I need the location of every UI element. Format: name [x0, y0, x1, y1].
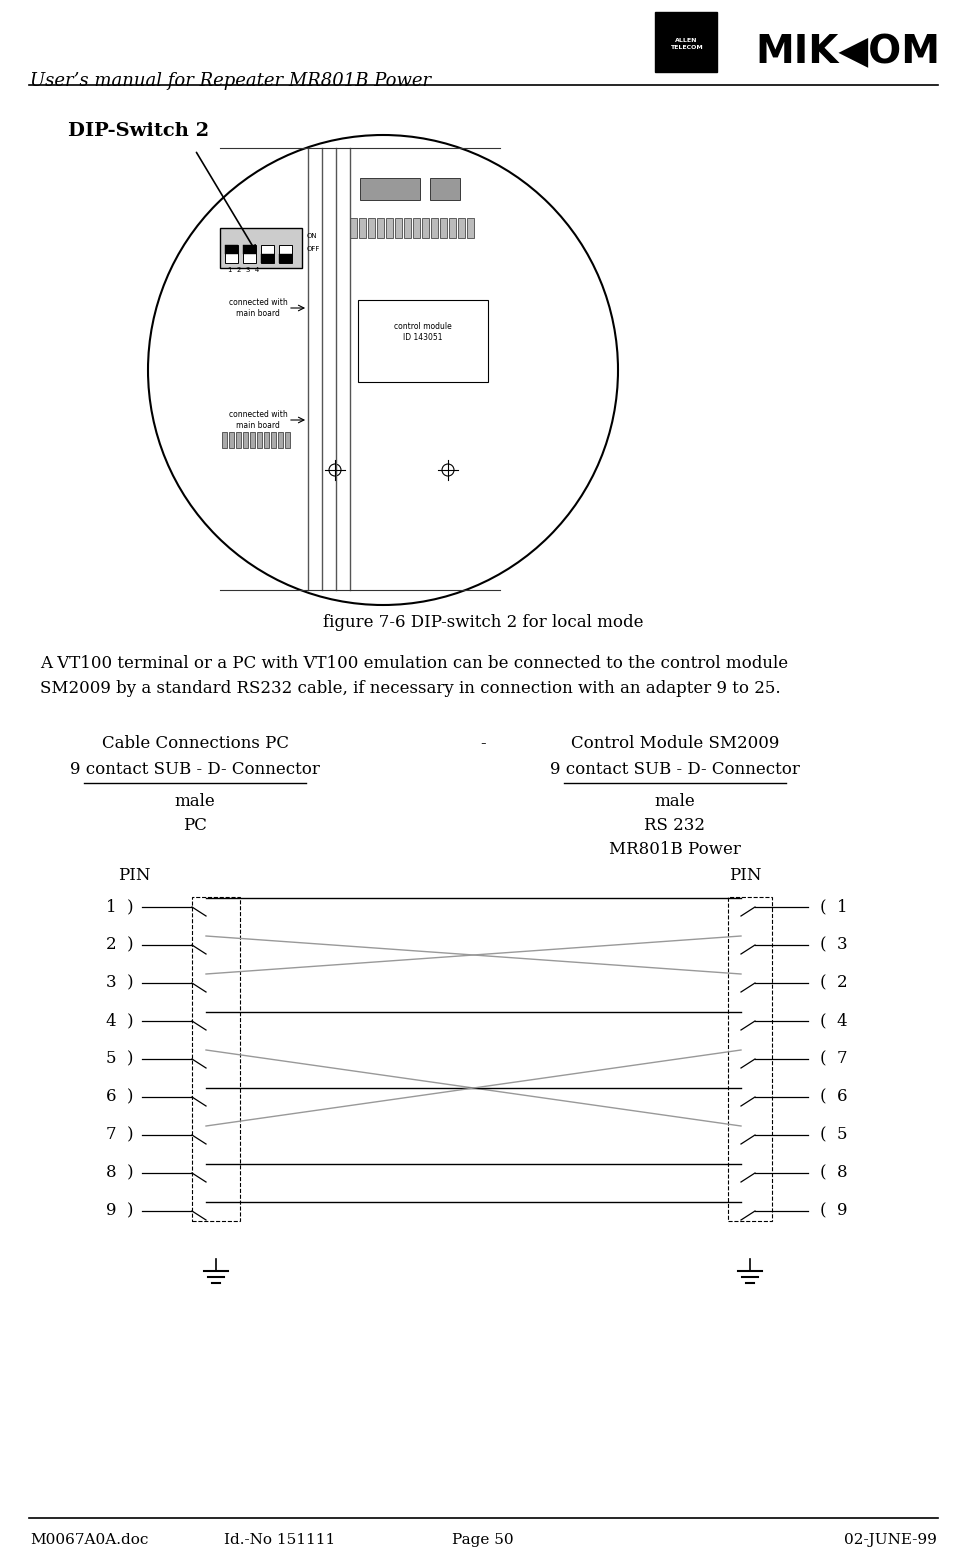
Text: (  2: ( 2: [820, 974, 848, 991]
Bar: [229, 432, 234, 448]
Text: control module
ID 143051: control module ID 143051: [395, 322, 452, 342]
Text: 9 contact SUB - D- Connector: 9 contact SUB - D- Connector: [550, 761, 800, 779]
Text: RS 232: RS 232: [644, 817, 706, 834]
Bar: [222, 432, 227, 448]
Text: 2  ): 2 ): [106, 937, 134, 954]
Bar: [360, 179, 420, 200]
Bar: [271, 432, 276, 448]
Bar: [261, 253, 274, 263]
Bar: [243, 246, 256, 253]
Text: Page 50: Page 50: [453, 1532, 513, 1546]
Bar: [243, 246, 256, 263]
Text: connected with
main board: connected with main board: [228, 298, 287, 319]
Text: User’s manual for Repeater MR801B Power: User’s manual for Repeater MR801B Power: [30, 71, 431, 90]
Text: 1  2  3  4: 1 2 3 4: [228, 267, 259, 274]
Bar: [261, 246, 274, 263]
Text: OFF: OFF: [307, 246, 320, 252]
Text: 1  ): 1 ): [106, 898, 134, 915]
Bar: [278, 432, 283, 448]
Text: male: male: [655, 793, 695, 810]
Text: (  7: ( 7: [820, 1051, 848, 1068]
Bar: [458, 218, 465, 238]
Bar: [243, 432, 248, 448]
Bar: [404, 218, 411, 238]
Bar: [257, 432, 262, 448]
Text: (  9: ( 9: [820, 1203, 847, 1220]
Text: 8  ): 8 ): [106, 1164, 134, 1181]
Text: (  1: ( 1: [820, 898, 848, 915]
Text: SM2009 by a standard RS232 cable, if necessary in connection with an adapter 9 t: SM2009 by a standard RS232 cable, if nec…: [40, 681, 780, 698]
Bar: [431, 218, 438, 238]
Text: PIN: PIN: [118, 867, 151, 884]
Text: 7  ): 7 ): [106, 1127, 134, 1144]
Text: PC: PC: [183, 817, 207, 834]
Text: DIP-Switch 2: DIP-Switch 2: [68, 123, 209, 140]
Text: MR801B Power: MR801B Power: [609, 841, 741, 858]
Text: 5  ): 5 ): [106, 1051, 134, 1068]
Bar: [350, 218, 357, 238]
Text: -: -: [481, 735, 485, 752]
Bar: [728, 897, 772, 1221]
Bar: [192, 897, 240, 1221]
Text: MIK◀OM: MIK◀OM: [755, 33, 940, 71]
Bar: [264, 432, 269, 448]
Bar: [225, 246, 238, 253]
Bar: [386, 218, 393, 238]
Text: ALLEN
TELECOM: ALLEN TELECOM: [669, 39, 702, 50]
Bar: [285, 432, 290, 448]
Text: Control Module SM2009: Control Module SM2009: [571, 735, 779, 752]
Text: Cable Connections PC: Cable Connections PC: [102, 735, 288, 752]
Bar: [225, 246, 238, 263]
Text: 02-JUNE-99: 02-JUNE-99: [844, 1532, 937, 1546]
Text: figure 7-6 DIP-switch 2 for local mode: figure 7-6 DIP-switch 2 for local mode: [323, 614, 643, 631]
Bar: [422, 218, 429, 238]
Text: 9 contact SUB - D- Connector: 9 contact SUB - D- Connector: [70, 761, 320, 779]
Text: M0067A0A.doc: M0067A0A.doc: [30, 1532, 148, 1546]
Text: (  6: ( 6: [820, 1088, 847, 1105]
Bar: [467, 218, 474, 238]
Bar: [440, 218, 447, 238]
Text: male: male: [175, 793, 216, 810]
Bar: [413, 218, 420, 238]
Bar: [220, 228, 302, 267]
Text: ON: ON: [307, 233, 317, 239]
Text: A VT100 terminal or a PC with VT100 emulation can be connected to the control mo: A VT100 terminal or a PC with VT100 emul…: [40, 654, 788, 671]
Bar: [449, 218, 456, 238]
Bar: [359, 218, 366, 238]
Bar: [358, 300, 488, 382]
Bar: [236, 432, 241, 448]
Bar: [655, 12, 717, 71]
Text: connected with
main board: connected with main board: [228, 410, 287, 430]
Text: PIN: PIN: [729, 867, 761, 884]
Bar: [368, 218, 375, 238]
Text: (  4: ( 4: [820, 1013, 848, 1029]
Bar: [279, 246, 292, 263]
Bar: [395, 218, 402, 238]
Bar: [430, 179, 460, 200]
Text: 9  ): 9 ): [106, 1203, 134, 1220]
Text: 3  ): 3 ): [106, 974, 134, 991]
Bar: [377, 218, 384, 238]
Text: (  3: ( 3: [820, 937, 848, 954]
Text: 6  ): 6 ): [106, 1088, 134, 1105]
Bar: [279, 253, 292, 263]
Text: (  8: ( 8: [820, 1164, 848, 1181]
Text: Id.-No 151111: Id.-No 151111: [224, 1532, 336, 1546]
Text: (  5: ( 5: [820, 1127, 847, 1144]
Text: 4  ): 4 ): [106, 1013, 134, 1029]
Bar: [250, 432, 255, 448]
